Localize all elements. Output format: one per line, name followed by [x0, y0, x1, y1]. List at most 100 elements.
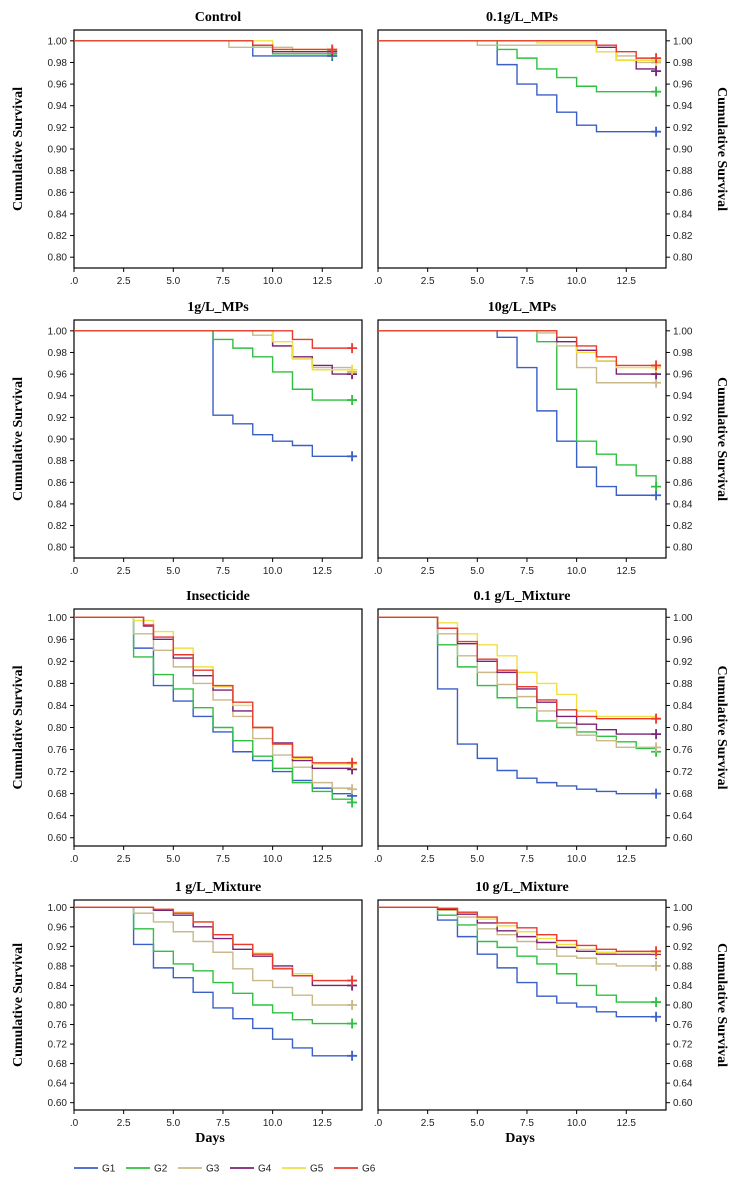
censor-marker-g1: [651, 1011, 662, 1022]
y-tick-label: 0.94: [673, 391, 693, 402]
y-tick-label: 0.88: [673, 166, 693, 177]
y-tick-label: 0.84: [48, 209, 68, 220]
series-line-g2: [74, 330, 353, 401]
legend: G1 G2 G3 G4 G5 G6: [74, 1164, 376, 1175]
y-tick-label: 0.96: [673, 80, 693, 91]
y-tick-label: 0.80: [673, 1001, 693, 1012]
y-tick-label: 0.80: [673, 543, 693, 554]
y-tick-label: 0.72: [48, 767, 68, 778]
x-tick-label: .0: [70, 566, 79, 577]
censor-marker-g2: [651, 86, 662, 97]
censor-marker-g6: [347, 975, 358, 986]
y-tick-label: 0.68: [48, 1059, 68, 1070]
y-tick-label: 0.92: [48, 123, 68, 134]
y-tick-label: 0.64: [48, 811, 68, 822]
x-tick-label: .0: [374, 1118, 383, 1129]
x-tick-label: 10.0: [263, 1118, 283, 1129]
y-tick-label: 0.80: [673, 253, 693, 264]
chart-panel-7: 1 g/L_Mixture 1.00 0.96 0.92 0.88 0.84 0.80 0.7…: [11, 880, 363, 1129]
y-tick-label: 0.80: [673, 723, 693, 734]
y-tick-label: 0.92: [48, 942, 68, 953]
series-line-g6: [74, 40, 333, 51]
censor-marker-g1: [347, 1050, 358, 1061]
x-tick-label: 2.5: [421, 854, 435, 865]
y-tick-label: 0.94: [48, 391, 68, 402]
y-tick-label: 0.90: [48, 435, 68, 446]
censor-marker-g2: [651, 997, 662, 1008]
x-tick-label: 7.5: [216, 854, 230, 865]
x-tick-label: 12.5: [617, 276, 637, 287]
series-line-g6: [74, 330, 353, 349]
y-tick-label: 0.88: [48, 679, 68, 690]
chart-title: 10g/L_MPs: [488, 300, 557, 315]
chart-panel-6: 0.1 g/L_Mixture 1.00 0.96 0.92 0.88 0.84 0.80 0…: [374, 589, 729, 865]
plot-frame: [73, 319, 363, 559]
y-tick-label: 0.92: [673, 942, 693, 953]
legend-label-g2: G2: [154, 1164, 168, 1175]
y-tick-label: 1.00: [48, 903, 68, 914]
y-tick-label: 1.00: [48, 613, 68, 624]
chart-title: 10 g/L_Mixture: [475, 880, 568, 895]
y-tick-label: 1.00: [48, 326, 68, 337]
censor-marker-g6: [651, 713, 662, 724]
y-tick-label: 0.72: [673, 767, 693, 778]
censor-marker-g3: [347, 784, 358, 795]
series-line-g1: [74, 906, 353, 1057]
y-axis-label: Cumulative Survival: [11, 377, 26, 501]
series-line-g1: [378, 906, 657, 1018]
chart-title: 1g/L_MPs: [187, 300, 249, 315]
y-tick-label: 0.88: [673, 679, 693, 690]
x-tick-label: 10.0: [263, 566, 283, 577]
y-tick-label: 0.88: [48, 961, 68, 972]
chart-title: 1 g/L_Mixture: [175, 880, 261, 895]
x-tick-label: 7.5: [520, 854, 534, 865]
chart-panel-2: 0.1g/L_MPs 1.00 0.98 0.96 0.94 0.92 0.90 0.88 0.…: [374, 10, 729, 287]
y-tick-label: 0.96: [48, 80, 68, 91]
y-tick-label: 0.76: [48, 745, 68, 756]
chart-panel-4: 10g/L_MPs 1.00 0.98 0.96 0.94 0.92 0.90 0.88 0.8…: [374, 300, 729, 577]
y-axis-label: Cumulative Survival: [714, 943, 729, 1067]
y-tick-label: 0.80: [48, 543, 68, 554]
chart-panel-5: Insecticide 1.00 0.96 0.92 0.88 0.84 0.80 0.76 0…: [11, 589, 363, 865]
y-tick-label: 0.84: [673, 209, 693, 220]
x-tick-label: 12.5: [313, 1118, 333, 1129]
plot-frame: [73, 29, 363, 269]
series-line-g2: [378, 40, 657, 93]
y-tick-label: 0.96: [673, 635, 693, 646]
plot-frame: [377, 29, 667, 269]
y-tick-label: 0.94: [48, 101, 68, 112]
x-tick-label: .0: [374, 854, 383, 865]
y-tick-label: 0.98: [48, 348, 68, 359]
y-tick-label: 0.92: [48, 413, 68, 424]
y-tick-label: 0.76: [673, 1020, 693, 1031]
y-tick-label: 0.82: [48, 231, 68, 242]
legend-label-g4: G4: [258, 1164, 272, 1175]
x-tick-label: 2.5: [421, 1118, 435, 1129]
y-tick-label: 0.88: [48, 166, 68, 177]
y-tick-label: 0.92: [673, 123, 693, 134]
x-tick-label: 10.0: [567, 854, 587, 865]
x-tick-label: 10.0: [567, 1118, 587, 1129]
y-tick-label: 0.98: [673, 58, 693, 69]
series-line-g5: [74, 330, 353, 371]
censor-marker-g1: [651, 788, 662, 799]
legend-label-g1: G1: [102, 1164, 116, 1175]
plot-frame: [377, 608, 667, 847]
x-tick-label: 12.5: [313, 854, 333, 865]
plot-frame: [377, 319, 667, 559]
y-tick-label: 0.68: [673, 789, 693, 800]
chart-panel-3: 1g/L_MPs 1.00 0.98 0.96 0.94 0.92 0.90 0.88 0.86…: [11, 300, 363, 577]
y-tick-label: 0.84: [673, 499, 693, 510]
y-tick-label: 0.88: [673, 961, 693, 972]
censor-marker-g3: [651, 377, 662, 388]
x-tick-label: 5.0: [470, 1118, 484, 1129]
series-line-g3: [74, 616, 353, 790]
censor-marker-g2: [651, 481, 662, 492]
censor-marker-g6: [651, 53, 662, 64]
x-tick-label: .0: [374, 566, 383, 577]
chart-panel-1: Control 1.00 0.98 0.96 0.94 0.92 0.90 0.88 0.86 0…: [11, 10, 363, 287]
series-line-g6: [378, 40, 657, 59]
y-tick-label: 0.84: [48, 499, 68, 510]
series-line-g3: [378, 330, 657, 384]
